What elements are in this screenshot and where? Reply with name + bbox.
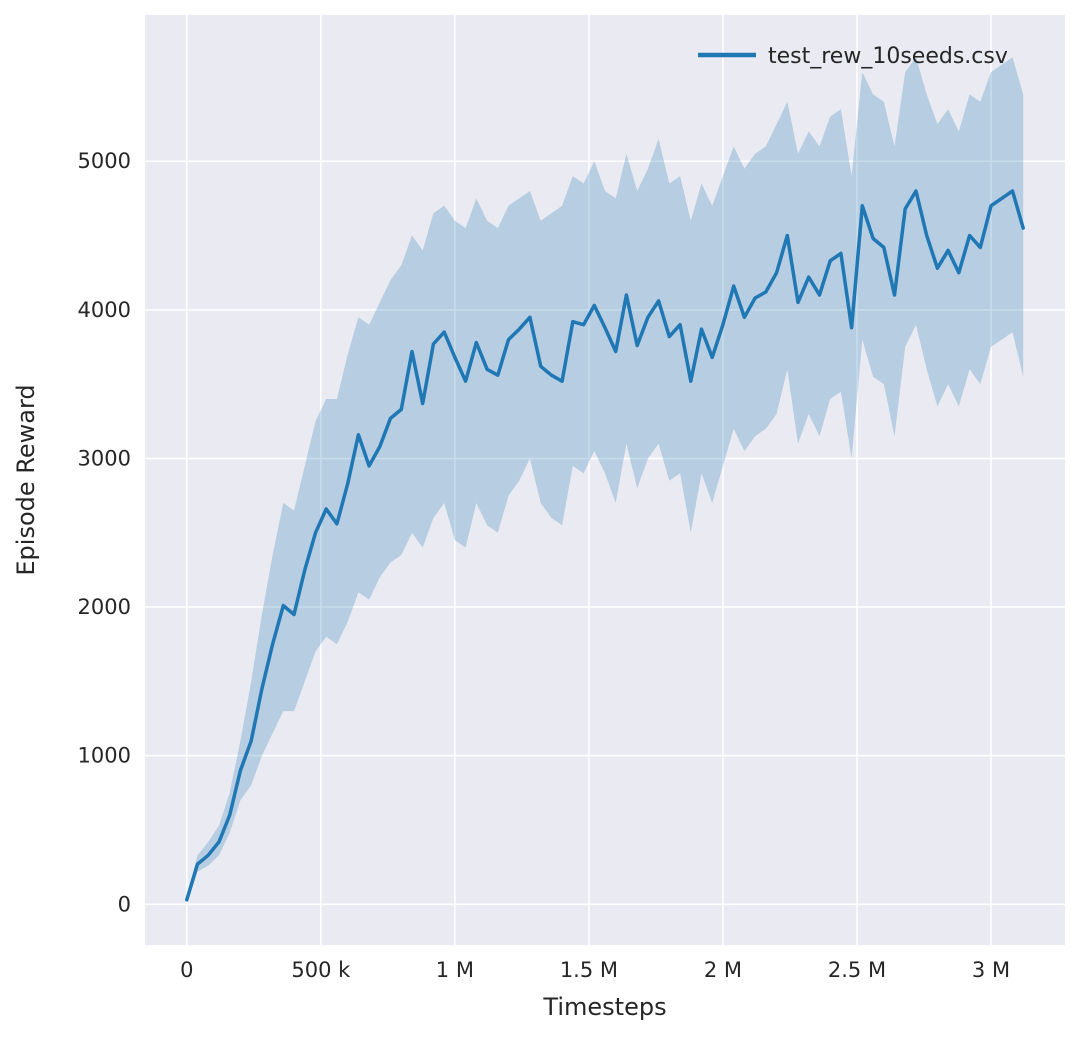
y-tick-label: 2000: [78, 595, 131, 619]
x-tick-label: 3 M: [972, 958, 1010, 982]
x-axis-label: Timesteps: [542, 993, 666, 1021]
confidence-band: [186, 57, 1024, 903]
series-line: [185, 189, 1025, 902]
x-tick-label: 2.5 M: [828, 958, 886, 982]
x-tick-label: 1 M: [436, 958, 474, 982]
y-tick-label: 4000: [78, 298, 131, 322]
x-tick-label: 2 M: [704, 958, 742, 982]
x-tick-label: 500 k: [291, 958, 351, 982]
y-axis-label: Episode Reward: [12, 384, 40, 575]
legend: test_rew_10seeds.csv: [698, 44, 1008, 69]
y-tick-label: 1000: [78, 744, 131, 768]
y-tick-label: 5000: [78, 149, 131, 173]
y-tick-label: 0: [118, 892, 131, 916]
plot-area: [145, 15, 1065, 945]
legend-label: test_rew_10seeds.csv: [768, 44, 1008, 69]
x-tick-label: 1.5 M: [560, 958, 618, 982]
x-tick-label: 0: [180, 958, 193, 982]
y-tick-label: 3000: [78, 446, 131, 470]
